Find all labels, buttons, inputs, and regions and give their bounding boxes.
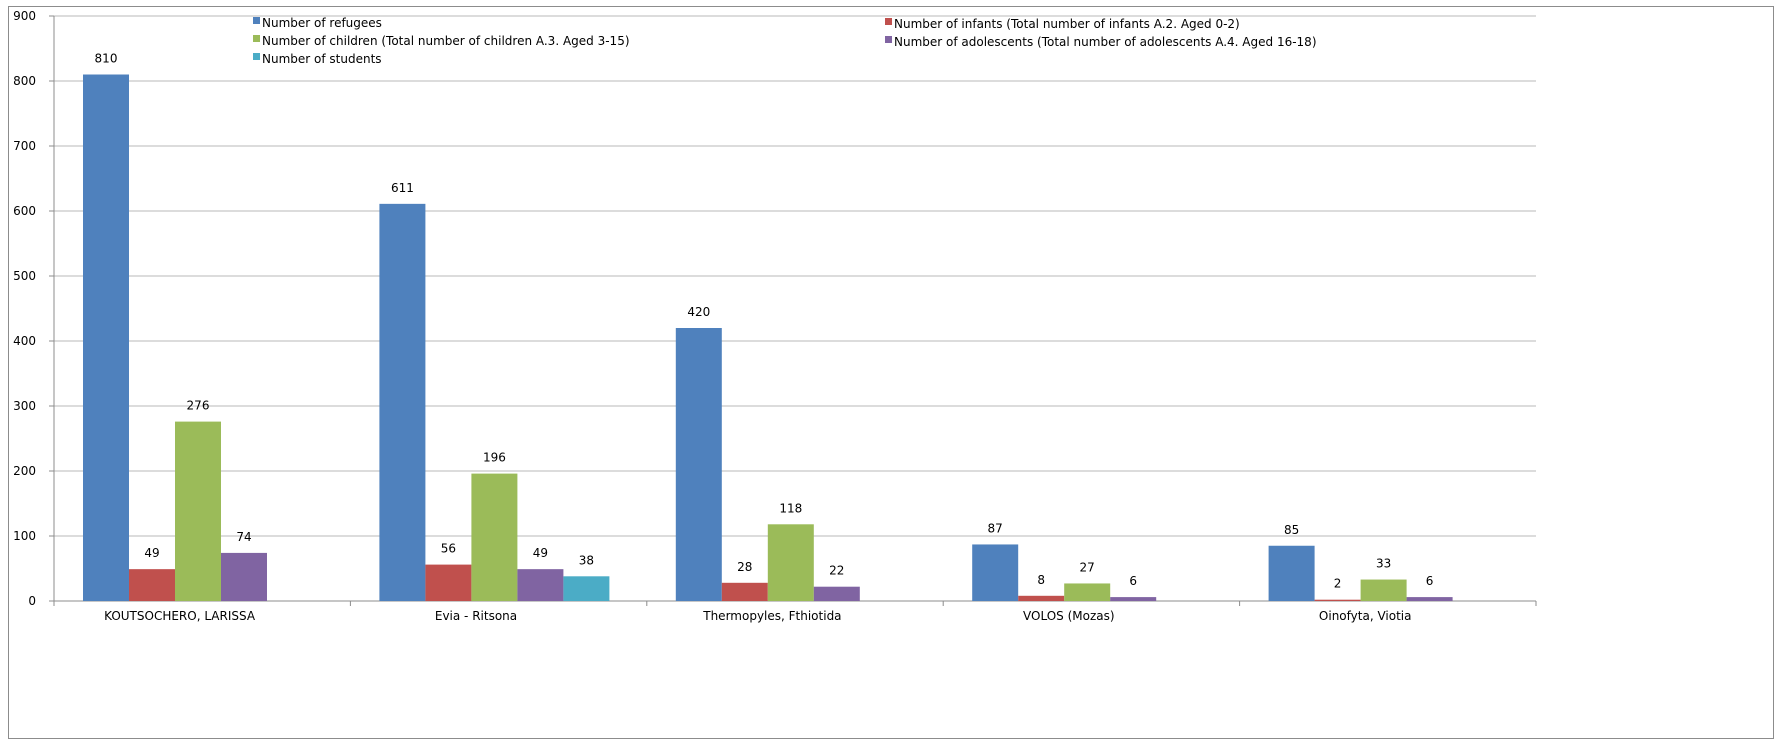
bar [1018, 595, 1065, 601]
data-label: 74 [236, 530, 251, 544]
y-tick-label: 800 [13, 74, 36, 88]
data-label: 276 [187, 399, 210, 413]
legend-swatch [253, 35, 260, 42]
legend-swatch [253, 53, 260, 60]
bar [972, 544, 1019, 601]
data-label: 196 [483, 451, 506, 465]
gridlines [54, 15, 1536, 537]
bar [1064, 583, 1111, 601]
data-label: 38 [579, 553, 594, 567]
data-label: 49 [533, 546, 548, 560]
bar [425, 564, 472, 601]
data-label: 87 [988, 521, 1003, 535]
x-tick-label: KOUTSOCHERO, LARISSA [104, 609, 256, 623]
data-label: 8 [1037, 573, 1045, 587]
legend: Number of refugees Number of infants (Tot… [253, 16, 1317, 66]
bar [1110, 597, 1157, 601]
data-label: 2 [1334, 577, 1342, 591]
y-tick-label: 300 [13, 399, 36, 413]
data-label: 56 [441, 542, 456, 556]
y-tick-label: 100 [13, 529, 36, 543]
bar [563, 576, 610, 601]
bar [675, 328, 722, 601]
legend-label: Number of infants (Total number of infan… [894, 17, 1240, 31]
y-tick-label: 600 [13, 204, 36, 218]
y-tick-label: 500 [13, 269, 36, 283]
data-label: 810 [95, 52, 118, 66]
bar [221, 552, 267, 601]
bar-chart: 0 100 200 300 400 500 600 700 800 900 KOUTSOCHERO,… [13, 9, 1537, 623]
data-label: 6 [1426, 574, 1434, 588]
bar [1360, 579, 1407, 601]
bar [1314, 599, 1361, 601]
x-tick-label: Thermopyles, Fthiotida [702, 609, 841, 623]
legend-swatch [253, 17, 260, 24]
legend-label: Number of refugees [262, 16, 382, 30]
x-tick-label: Oinofyta, Viotia [1319, 609, 1412, 623]
data-label: 6 [1129, 574, 1137, 588]
axes: 0 100 200 300 400 500 600 700 800 900 KOUTSOCHERO,… [13, 9, 1537, 623]
bar [813, 586, 860, 601]
bar [1406, 597, 1453, 601]
y-tick-label: 400 [13, 334, 36, 348]
x-tick-label: Evia - Ritsona [435, 609, 517, 623]
chart-frame: 0 100 200 300 400 500 600 700 800 900 KOUTSOCHERO,… [8, 6, 1774, 739]
bar [175, 421, 221, 601]
bar [83, 74, 129, 601]
data-label: 33 [1376, 557, 1391, 571]
data-label: 611 [391, 181, 414, 195]
bar [517, 569, 564, 601]
bar [767, 524, 814, 601]
data-label: 118 [779, 501, 802, 515]
legend-label: Number of students [262, 52, 382, 66]
legend-swatch [885, 36, 892, 43]
bar [379, 203, 426, 601]
bar [129, 569, 175, 601]
bar [721, 582, 768, 601]
bar [471, 473, 518, 601]
legend-label: Number of children (Total number of chil… [262, 34, 630, 48]
bar [1268, 545, 1315, 601]
y-tick-label: 700 [13, 139, 36, 153]
bars [83, 74, 1453, 601]
data-label: 27 [1080, 560, 1095, 574]
y-tick-label: 0 [28, 594, 36, 608]
data-label: 85 [1284, 523, 1299, 537]
y-tick-label: 900 [13, 9, 36, 23]
data-label: 22 [829, 564, 844, 578]
y-tick-label: 200 [13, 464, 36, 478]
legend-swatch [885, 18, 892, 25]
data-labels: 8104927674611561964938420281182287827685… [95, 52, 1434, 591]
legend-label: Number of adolescents (Total number of a… [894, 35, 1317, 49]
data-label: 420 [687, 305, 710, 319]
data-label: 49 [144, 546, 159, 560]
data-label: 28 [737, 560, 752, 574]
x-tick-label: VOLOS (Mozas) [1023, 609, 1115, 623]
